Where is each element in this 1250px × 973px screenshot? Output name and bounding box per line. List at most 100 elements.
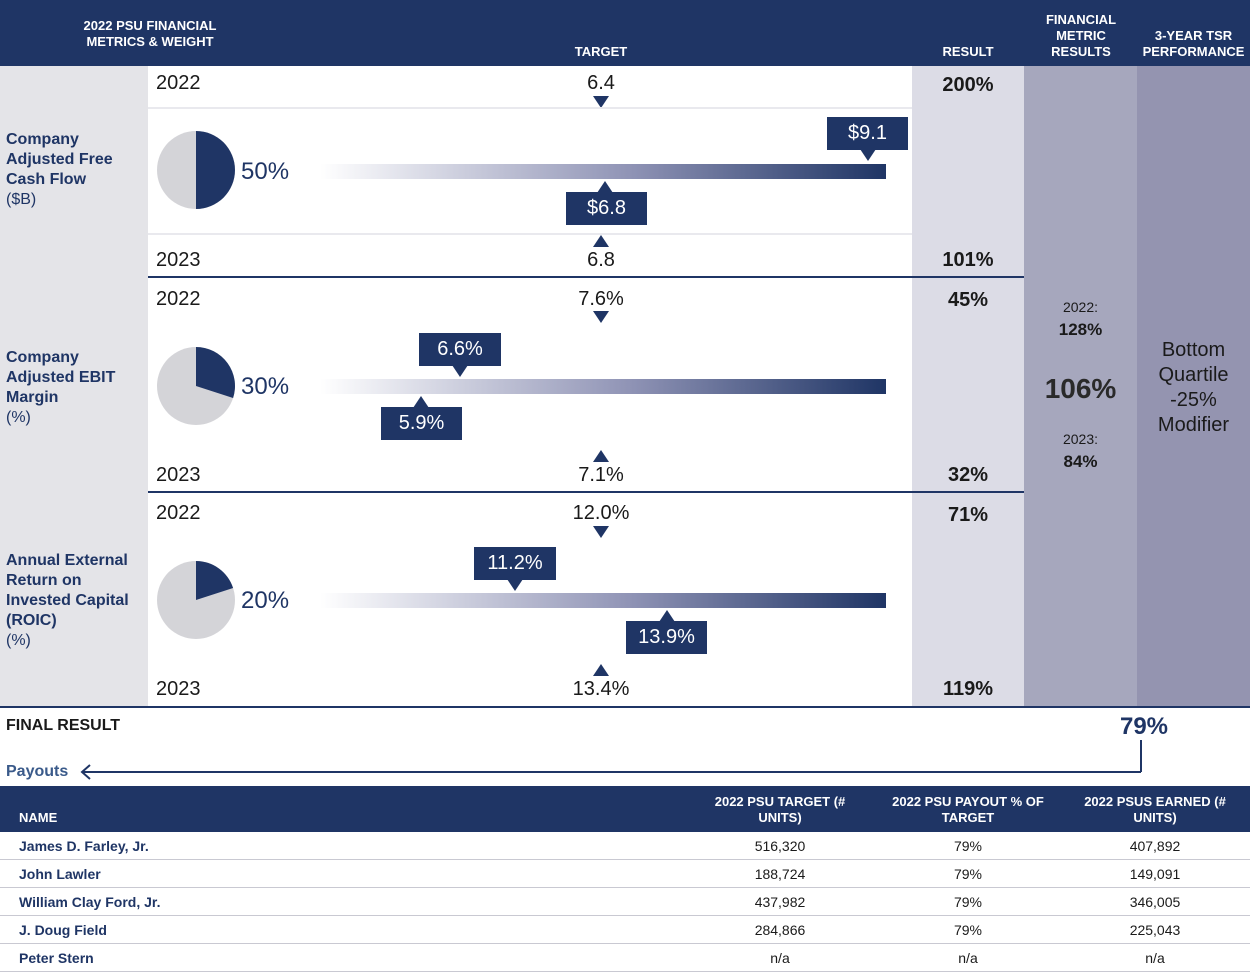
payouts-label: Payouts <box>6 763 69 780</box>
target-value: 6.8 <box>587 249 615 271</box>
callout-pointer-up <box>659 610 675 622</box>
performance-bar <box>320 593 886 608</box>
table-row: Peter Stern n/a n/a n/a <box>0 944 1250 972</box>
table-cell-earned: n/a <box>1145 950 1165 966</box>
table-cell-payout: 79% <box>953 894 983 910</box>
table-cell-payout: 79% <box>953 838 983 854</box>
table-header-payout: 2022 PSU PAYOUT % OF TARGET <box>892 794 1044 825</box>
header-bar <box>0 0 1250 66</box>
callout-pointer-up <box>597 181 613 193</box>
table-cell-name: Peter Stern <box>19 950 94 966</box>
year-label: 2022 <box>156 288 201 310</box>
weight-pie-roic <box>157 561 235 639</box>
target-up-arrow <box>593 450 609 462</box>
header-result-label: RESULT <box>942 44 994 59</box>
metric-divider <box>148 491 1024 493</box>
table-cell-target: 516,320 <box>754 838 806 854</box>
table-header-target: 2022 PSU TARGET (# UNITS) <box>714 794 846 825</box>
target-value: 7.1% <box>578 464 624 486</box>
table-cell-payout: 79% <box>953 922 983 938</box>
financial-y2-value: 84% <box>1063 452 1098 471</box>
callout-pointer-down <box>507 579 523 591</box>
table-row: William Clay Ford, Jr. 437,982 79% 346,0… <box>0 888 1250 916</box>
target-value: 6.4 <box>587 72 615 94</box>
table-cell-name: John Lawler <box>19 866 101 882</box>
actual-callout-lower: $6.8 <box>566 192 647 225</box>
result-value: 200% <box>942 74 994 96</box>
header-metrics-label: 2022 PSU FINANCIAL METRICS & WEIGHT <box>83 18 217 49</box>
table-cell-earned: 225,043 <box>1129 922 1181 938</box>
pie-weight-slice <box>196 347 235 399</box>
table-body: James D. Farley, Jr. 516,320 79% 407,892… <box>0 832 1250 973</box>
result-value: 101% <box>942 249 994 271</box>
result-value: 32% <box>947 464 989 486</box>
target-down-arrow <box>593 311 609 323</box>
weight-percent: 30% <box>241 373 290 400</box>
tsr-text: Bottom Quartile -25% Modifier <box>1157 339 1230 436</box>
metric-name-text: Annual External Return on Invested Capit… <box>6 552 129 629</box>
performance-bar <box>320 164 886 179</box>
target-value: 13.4% <box>572 678 630 700</box>
actual-callout-upper: 11.2% <box>474 547 556 580</box>
weight-pie-ebit <box>157 347 235 425</box>
metric-unit: ($B) <box>6 191 37 208</box>
financial-results-column <box>1024 66 1137 706</box>
pie-weight-slice <box>196 131 235 209</box>
financial-y1-value: 128% <box>1058 320 1103 339</box>
year-label: 2023 <box>156 249 201 271</box>
actual-callout-lower: 13.9% <box>626 621 707 654</box>
table-cell-target: 437,982 <box>754 894 806 910</box>
target-up-arrow <box>593 235 609 247</box>
actual-callout-upper: 6.6% <box>419 333 501 366</box>
row-divider <box>148 107 912 109</box>
table-header-name: NAME <box>19 810 58 825</box>
result-value: 71% <box>947 504 989 526</box>
target-value: 12.0% <box>572 502 630 524</box>
table-cell-target: n/a <box>770 950 790 966</box>
target-down-arrow <box>593 526 609 538</box>
callout-pointer-down <box>860 149 876 161</box>
weight-percent: 20% <box>241 587 290 614</box>
table-cell-payout: 79% <box>953 866 983 882</box>
metric-divider <box>148 276 1024 278</box>
metric-unit: (%) <box>6 409 31 426</box>
final-result-value: 79% <box>1119 713 1169 740</box>
header-financial-label: FINANCIAL METRIC RESULTS <box>1045 12 1117 59</box>
table-cell-earned: 407,892 <box>1129 838 1181 854</box>
payouts-arrow <box>80 740 1142 780</box>
final-result-label: FINAL RESULT <box>6 717 121 734</box>
target-down-arrow <box>593 96 609 108</box>
metric-name-fcf: Company Adjusted Free Cash Flow ($B) <box>6 130 146 210</box>
header-tsr-label: 3-YEAR TSR PERFORMANCE <box>1142 28 1245 59</box>
table-row: John Lawler 188,724 79% 149,091 <box>0 860 1250 888</box>
table-row: J. Doug Field 284,866 79% 225,043 <box>0 916 1250 944</box>
row-divider <box>148 233 912 235</box>
metric-name-text: Company Adjusted EBIT Margin <box>6 349 116 406</box>
table-cell-name: J. Doug Field <box>19 922 107 938</box>
weight-percent: 50% <box>241 158 290 185</box>
year-label: 2022 <box>156 72 201 94</box>
year-label: 2023 <box>156 464 201 486</box>
actual-callout-upper: $9.1 <box>827 117 908 150</box>
performance-bar <box>320 379 886 394</box>
actual-callout-lower: 5.9% <box>381 407 462 440</box>
table-row: James D. Farley, Jr. 516,320 79% 407,892 <box>0 832 1250 860</box>
metric-name-roic: Annual External Return on Invested Capit… <box>6 551 146 651</box>
table-header <box>0 786 1250 832</box>
metrics-column <box>0 66 148 706</box>
metric-name-ebit: Company Adjusted EBIT Margin (%) <box>6 348 146 428</box>
header-target-label: TARGET <box>574 44 628 59</box>
tsr-column <box>1137 66 1250 706</box>
table-cell-name: William Clay Ford, Jr. <box>19 894 161 910</box>
table-cell-name: James D. Farley, Jr. <box>19 838 149 854</box>
result-value: 119% <box>942 678 994 700</box>
financial-combined-value: 106% <box>1044 373 1117 404</box>
callout-pointer-down <box>452 365 468 377</box>
table-cell-target: 188,724 <box>754 866 806 882</box>
table-header-earned: 2022 PSUS EARNED (# UNITS) <box>1084 794 1226 825</box>
weight-pie-fcf <box>157 131 235 209</box>
result-value: 45% <box>947 289 989 311</box>
callout-pointer-up <box>413 396 429 408</box>
table-cell-target: 284,866 <box>754 922 806 938</box>
financial-y1-label: 2022: <box>1062 299 1099 315</box>
